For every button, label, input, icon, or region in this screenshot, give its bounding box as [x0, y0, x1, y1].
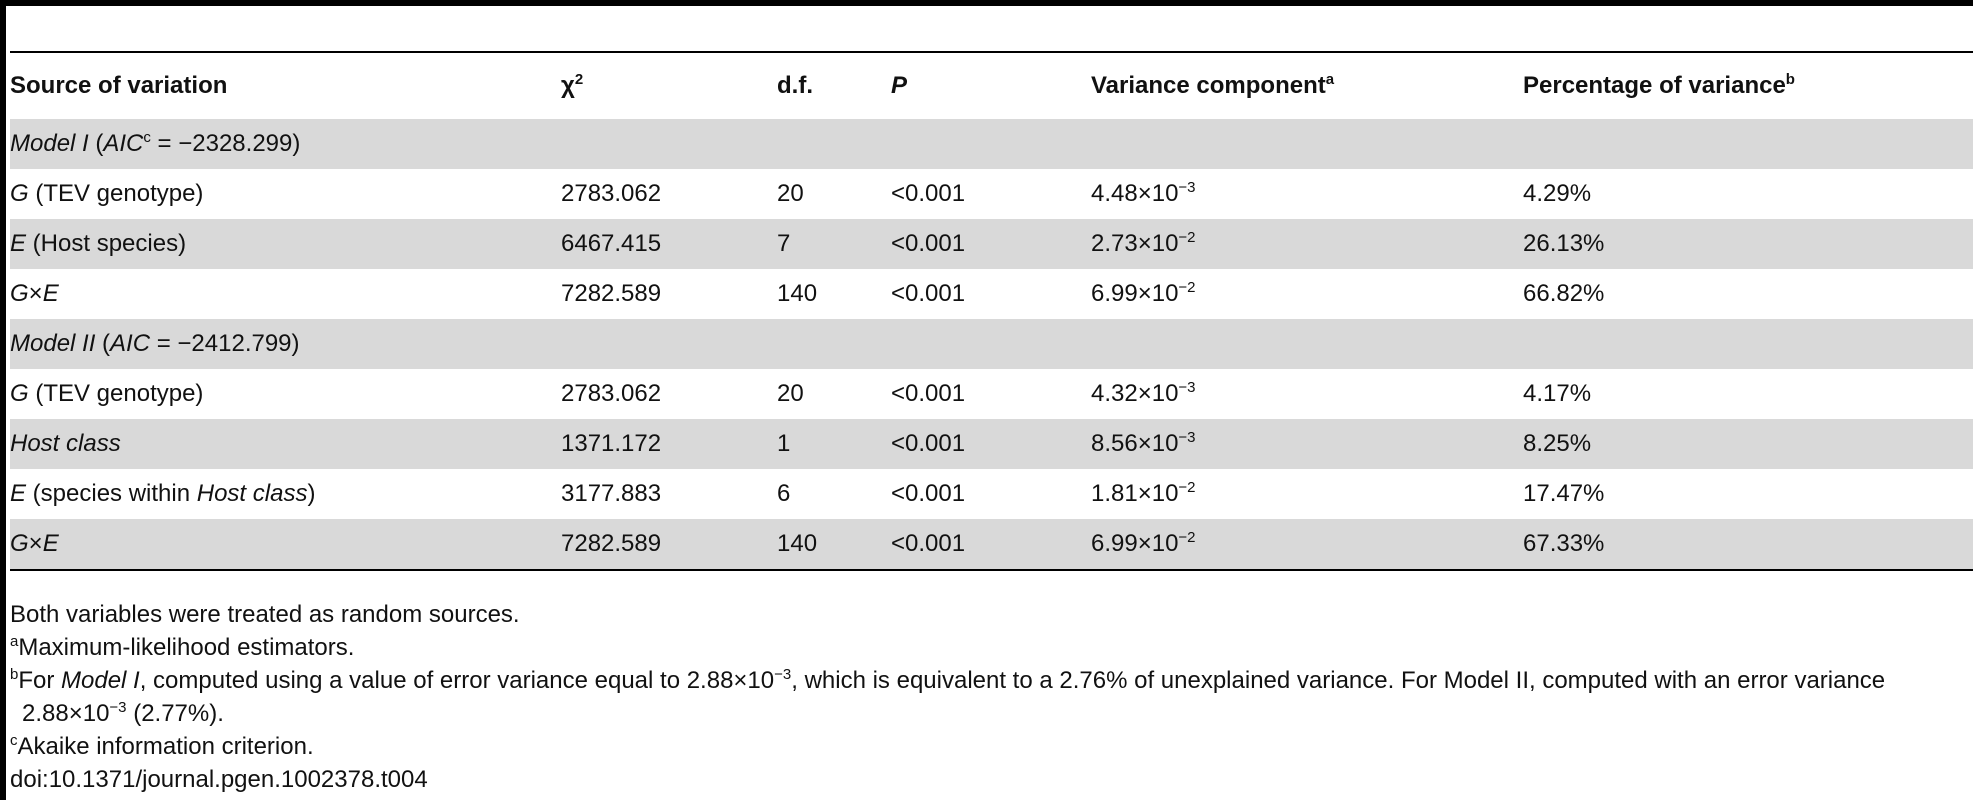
table-row: E (Host species) 6467.415 7 <0.001 2.73×…	[10, 219, 1973, 269]
top-border	[0, 0, 1973, 6]
footnote-general: Both variables were treated as random so…	[10, 601, 520, 628]
header-chi2: χ2	[561, 71, 584, 99]
footnote-a: aMaximum-likelihood estimators.	[10, 633, 355, 661]
table-row: G (TEV genotype) 2783.062 20 <0.001 4.48…	[10, 179, 1592, 207]
header-variance: Variance componenta	[1091, 71, 1335, 99]
table-row: G×E 7282.589 140 <0.001 6.99×10−2 67.33%	[10, 519, 1973, 570]
footnote-c: cAkaike information criterion.	[10, 732, 314, 760]
header-p: P	[891, 72, 908, 99]
header-df: d.f.	[777, 72, 813, 99]
model-1-heading: Model I (AICc = −2328.299)	[10, 119, 1973, 169]
table-row: G×E 7282.589 140 <0.001 6.99×10−2 66.82%	[10, 279, 1605, 307]
left-border	[0, 0, 6, 800]
table-row: Host class 1371.172 1 <0.001 8.56×10−3 8…	[10, 419, 1973, 469]
table-row: G (TEV genotype) 2783.062 20 <0.001 4.32…	[10, 379, 1592, 407]
doi-link[interactable]: doi:10.1371/journal.pgen.1002378.t004	[10, 766, 428, 793]
model-2-heading: Model II (AIC = −2412.799)	[10, 319, 1973, 369]
table-row: E (species within Host class) 3177.883 6…	[10, 479, 1605, 507]
header-source: Source of variation	[10, 72, 228, 99]
footnote-b: bFor Model I, computed using a value of …	[10, 666, 1886, 727]
variance-table: Source of variation χ2 d.f. P Variance c…	[10, 51, 1973, 571]
table-container: Source of variation χ2 d.f. P Variance c…	[10, 51, 1973, 571]
header-percentage: Percentage of varianceb	[1523, 71, 1795, 99]
table-footnotes: Both variables were treated as random so…	[10, 598, 1973, 796]
table-header: Source of variation χ2 d.f. P Variance c…	[10, 52, 1973, 119]
